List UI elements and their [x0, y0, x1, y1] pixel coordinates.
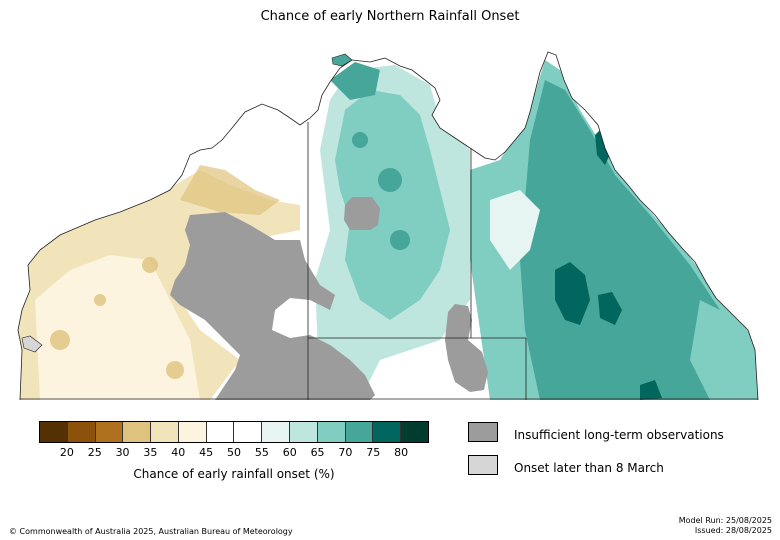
region-insufficient-nt [344, 197, 380, 230]
coastline [17, 51, 759, 401]
colorbar-swatch [206, 422, 235, 442]
legend-onset-later: Onset later than 8 March [468, 454, 664, 476]
region-western-light [35, 255, 200, 400]
colorbar-tick-label: 60 [282, 446, 297, 459]
region-qld-deep-4 [640, 380, 662, 400]
colorbar-tick-label: 70 [338, 446, 353, 459]
colorbar-tick-label: 75 [366, 446, 381, 459]
colorbar-swatch [290, 422, 318, 442]
model-run-text: Model Run: 25/08/2025 [678, 516, 772, 525]
colorbar-tick-label: 45 [199, 446, 214, 459]
colorbar-tick-label: 55 [254, 446, 269, 459]
tan-patch [94, 294, 106, 306]
map-title: Chance of early Northern Rainfall Onset [260, 9, 520, 24]
colorbar-label: Chance of early rainfall onset (%) [133, 467, 335, 481]
colorbar-swatch [123, 422, 152, 442]
tan-patch [166, 361, 184, 379]
region-top-end-dark [330, 62, 380, 100]
legend-onset-later-swatch [468, 455, 498, 475]
tan-patch [50, 330, 70, 350]
rainfall-onset-map [17, 51, 759, 401]
colorbar-swatch [95, 422, 124, 442]
colorbar-tick-label: 35 [143, 446, 158, 459]
copyright-text: © Commonwealth of Australia 2025, Austra… [9, 527, 293, 536]
colorbar-swatch [151, 422, 179, 442]
colorbar-swatch [317, 422, 346, 442]
colorbar-tick-label: 30 [115, 446, 130, 459]
colorbar-swatch [67, 422, 96, 442]
colorbar-swatch [234, 422, 263, 442]
region-pilbara-tan [180, 165, 280, 215]
legend-insufficient-label: Insufficient long-term observations [514, 428, 724, 442]
colorbar-tick-label: 40 [171, 446, 186, 459]
island [331, 53, 353, 67]
region-qld-coast-light [690, 300, 755, 400]
teal-patch [352, 132, 368, 148]
colorbar-swatch [345, 422, 374, 442]
colorbar-swatch [401, 422, 428, 442]
colorbar [39, 421, 429, 443]
legend-onset-later-label: Onset later than 8 March [514, 461, 664, 475]
colorbar-swatch [262, 422, 291, 442]
region-insufficient-sa [445, 304, 488, 392]
legend-insufficient: Insufficient long-term observations [468, 421, 724, 443]
colorbar-tick-label: 25 [87, 446, 102, 459]
model-info: Model Run: 25/08/2025 Issued: 28/08/2025 [679, 516, 772, 536]
colorbar-tick-label: 80 [394, 446, 409, 459]
region-qld-light [490, 190, 540, 270]
colorbar-swatch [373, 422, 402, 442]
island [21, 335, 43, 353]
colorbar-tick-label: 50 [227, 446, 241, 459]
colorbar-ticks: 20 25 30 35 40 45 50 55 60 65 70 75 80 [39, 446, 429, 462]
colorbar-swatch [178, 422, 207, 442]
region-insufficient-wa [170, 212, 375, 400]
region-qld-deep-1 [555, 262, 590, 325]
region-qld-deep-2 [598, 292, 622, 325]
colorbar-swatch [40, 422, 68, 442]
issued-text: Issued: 28/08/2025 [694, 526, 772, 535]
colorbar-tick-label: 20 [59, 446, 74, 459]
colorbar-tick-label: 65 [310, 446, 325, 459]
legend-insufficient-swatch [468, 422, 498, 442]
region-nt-teal-mid [335, 90, 450, 320]
teal-patch [390, 230, 410, 250]
teal-patch [378, 168, 402, 192]
tan-patch [142, 257, 158, 273]
